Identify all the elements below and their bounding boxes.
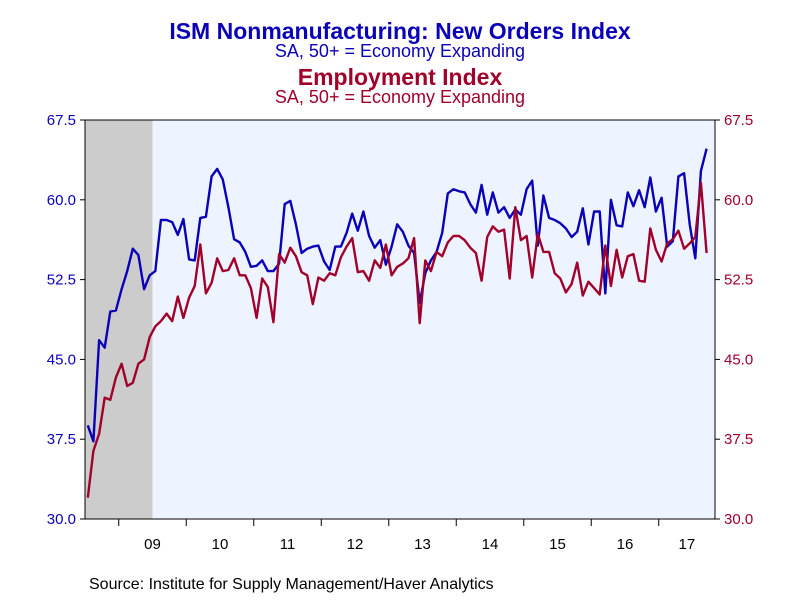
y-tick-label-left: 67.5 bbox=[47, 112, 76, 129]
y-tick-label-left: 30.0 bbox=[47, 511, 76, 528]
chart-title-2: Employment Index bbox=[297, 64, 503, 90]
y-tick-label-right: 60.0 bbox=[724, 192, 753, 209]
employment-line bbox=[86, 181, 708, 498]
chart-title: ISM Nonmanufacturing: New Orders Index bbox=[169, 18, 631, 44]
y-tick-label-right: 67.5 bbox=[724, 112, 753, 129]
chart-subtitle-2: SA, 50+ = Economy Expanding bbox=[274, 87, 526, 107]
y-tick-label-right: 52.5 bbox=[724, 272, 753, 289]
y-tick-label-left: 37.5 bbox=[47, 431, 76, 448]
y-tick-label-right: 37.5 bbox=[724, 431, 753, 448]
recession-band bbox=[85, 120, 153, 519]
y-tick-label-right: 30.0 bbox=[724, 511, 753, 528]
y-tick-label-left: 60.0 bbox=[47, 192, 76, 209]
chart-subtitle: SA, 50+ = Economy Expanding bbox=[274, 41, 526, 61]
plot-area bbox=[85, 120, 715, 519]
x-tick-label: 17 bbox=[679, 536, 696, 553]
x-tick-label: 11 bbox=[280, 536, 296, 553]
y-tick-label-right: 45.0 bbox=[724, 351, 753, 368]
x-tick-label: 12 bbox=[347, 536, 364, 553]
x-tick-label: 10 bbox=[212, 536, 229, 553]
source-note: Source: Institute for Supply Management/… bbox=[89, 576, 494, 593]
plot-frame bbox=[84, 119, 716, 520]
x-tick-label: 15 bbox=[549, 536, 566, 553]
x-tick-label: 13 bbox=[414, 536, 431, 553]
x-tick-label: 16 bbox=[617, 536, 634, 553]
y-tick-label-left: 52.5 bbox=[47, 272, 76, 289]
x-tick-label: 09 bbox=[144, 536, 161, 553]
x-tick-label: 14 bbox=[482, 536, 499, 553]
y-tick-label-left: 45.0 bbox=[47, 351, 76, 368]
